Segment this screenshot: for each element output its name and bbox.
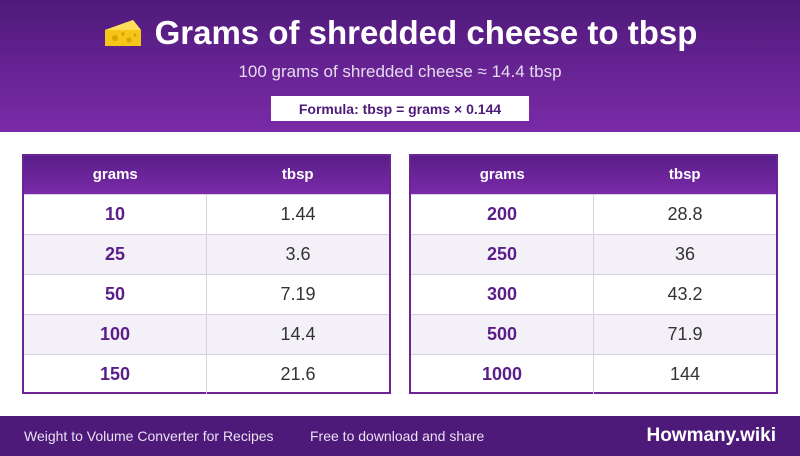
footer-app-name: Weight to Volume Converter for Recipes [24,428,274,444]
grams-cell: 50 [24,273,207,314]
table-row: 300 43.2 [411,273,776,314]
page-title-text: Grams of shredded cheese to tbsp [154,14,698,51]
table-row: 150 21.6 [24,353,389,394]
grams-cell: 100 [24,313,207,354]
column-header-grams: grams [24,156,207,194]
table-row: 25 3.6 [24,233,389,274]
table-row: 50 7.19 [24,273,389,314]
page-title: Grams of shredded cheese to tbsp [0,14,800,52]
header-banner: Grams of shredded cheese to tbsp 100 gra… [0,0,800,132]
table-row: 1000 144 [411,353,776,394]
grams-cell: 500 [411,313,594,354]
table-header-row: grams tbsp [24,156,389,194]
formula-badge: Formula: tbsp = grams × 0.144 [271,96,529,121]
table-row: 200 28.8 [411,193,776,234]
table-row: 10 1.44 [24,193,389,234]
page-subtitle: 100 grams of shredded cheese ≈ 14.4 tbsp [238,62,562,81]
footer-brand-link[interactable]: Howmany.wiki [646,425,776,446]
tbsp-cell: 14.4 [206,313,389,354]
grams-cell: 150 [24,353,207,394]
footer-tagline: Free to download and share [310,428,485,444]
column-header-tbsp: tbsp [206,156,389,194]
grams-cell: 200 [411,193,594,234]
conversion-table-left: grams tbsp 10 1.44 25 3.6 50 7.19 100 14… [22,154,391,394]
grams-cell: 1000 [411,353,594,394]
table-row: 500 71.9 [411,313,776,354]
tbsp-cell: 21.6 [206,353,389,394]
column-header-tbsp: tbsp [593,156,776,194]
column-header-grams: grams [411,156,594,194]
tbsp-cell: 7.19 [206,273,389,314]
table-header-row: grams tbsp [411,156,776,194]
cheese-icon [104,20,141,46]
tbsp-cell: 144 [593,353,776,394]
grams-cell: 10 [24,193,207,234]
tbsp-cell: 36 [593,233,776,274]
tbsp-cell: 71.9 [593,313,776,354]
table-row: 100 14.4 [24,313,389,354]
grams-cell: 25 [24,233,207,274]
grams-cell: 250 [411,233,594,274]
tbsp-cell: 3.6 [206,233,389,274]
tbsp-cell: 28.8 [593,193,776,234]
grams-cell: 300 [411,273,594,314]
footer-bar: Weight to Volume Converter for Recipes F… [0,416,800,456]
conversion-table-right: grams tbsp 200 28.8 250 36 300 43.2 500 … [409,154,778,394]
tbsp-cell: 1.44 [206,193,389,234]
table-row: 250 36 [411,233,776,274]
tbsp-cell: 43.2 [593,273,776,314]
